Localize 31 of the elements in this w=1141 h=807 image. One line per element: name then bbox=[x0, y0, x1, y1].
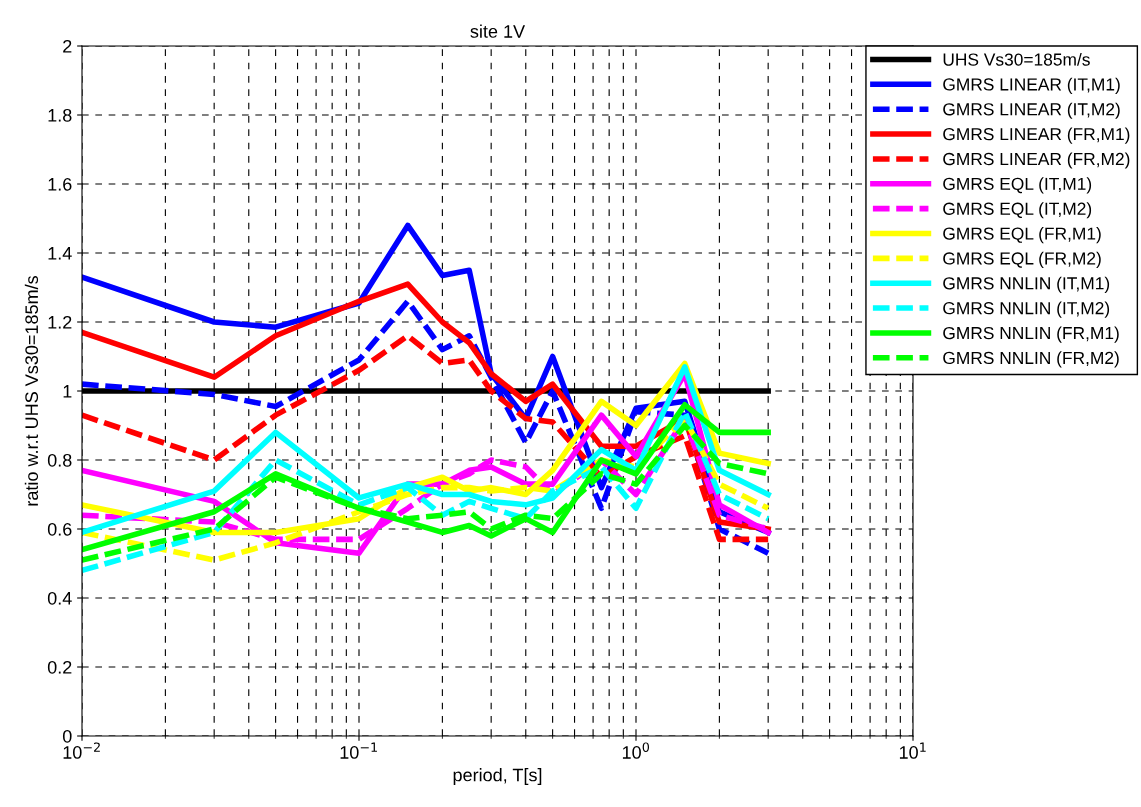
legend-label: GMRS LINEAR (IT,M2) bbox=[943, 102, 1120, 119]
legend-label: GMRS EQL (FR,M1) bbox=[943, 227, 1101, 244]
legend-label: GMRS EQL (FR,M2) bbox=[943, 251, 1101, 269]
legend-label: GMRS NNLIN (FR,M1) bbox=[943, 326, 1119, 343]
y-tick-label: 0.8 bbox=[47, 453, 72, 467]
y-tick-label: 0.2 bbox=[47, 660, 72, 674]
y-tick-label: 2 bbox=[63, 39, 72, 53]
legend-label: GMRS LINEAR (FR,M1) bbox=[943, 127, 1130, 144]
y-axis-title: ratio w.r.t UHS Vs30=185m/s bbox=[24, 275, 39, 506]
legend-label: UHS Vs30=185m/s bbox=[943, 52, 1090, 66]
legend-label: GMRS NNLIN (IT,M1) bbox=[943, 276, 1110, 293]
x-tick-label: 10$^{−2}$ bbox=[63, 742, 100, 759]
y-tick-label: 1 bbox=[63, 385, 72, 398]
y-tick-label: 0 bbox=[62, 729, 72, 743]
x-axis-title: period, T[s] bbox=[453, 768, 542, 785]
legend-label: GMRS NNLIN (FR,M2) bbox=[943, 351, 1119, 368]
legend-label: GMRS EQL (IT,M2) bbox=[943, 202, 1092, 219]
x-tick-label: 10$^{−1}$ bbox=[340, 742, 377, 759]
legend-label: GMRS NNLIN (IT,M2) bbox=[943, 301, 1110, 318]
legend-label: GMRS LINEAR (FR,M2) bbox=[943, 152, 1130, 169]
y-tick-label: 1.4 bbox=[48, 247, 72, 260]
y-tick-label: 1.6 bbox=[48, 177, 72, 191]
y-tick-label: 0.4 bbox=[47, 591, 72, 605]
y-tick-label: 0.6 bbox=[47, 522, 72, 536]
legend-label: GMRS LINEAR (IT,M1) bbox=[943, 77, 1120, 94]
chart-title: site 1V bbox=[470, 24, 526, 38]
x-tick-label: 10$^{0}$ bbox=[622, 742, 650, 759]
x-tick-label: 10$^{1}$ bbox=[899, 742, 926, 759]
y-tick-label: 1.2 bbox=[48, 315, 72, 329]
y-tick-label: 1.8 bbox=[48, 108, 72, 122]
legend-label: GMRS EQL (IT,M1) bbox=[943, 177, 1092, 194]
